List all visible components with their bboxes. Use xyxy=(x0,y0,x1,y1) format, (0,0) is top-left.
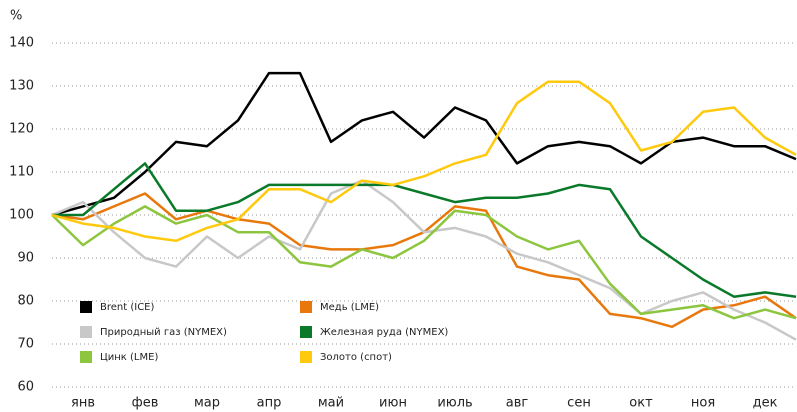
x-tick-label: окт xyxy=(629,396,653,411)
series-line xyxy=(51,205,797,320)
y-tick-label: 140 xyxy=(9,36,34,51)
x-tick-label: авг xyxy=(506,396,529,411)
y-tick-label: 60 xyxy=(17,380,34,395)
x-tick-label: сен xyxy=(567,396,591,411)
x-tick-label: июль xyxy=(437,396,472,411)
x-tick-label: фев xyxy=(132,396,159,411)
y-tick-label: 110 xyxy=(9,165,34,180)
y-tick-label: 100 xyxy=(9,208,34,223)
legend-swatch xyxy=(300,301,312,313)
x-tick-label: апр xyxy=(257,396,282,411)
legend-swatch xyxy=(80,301,92,313)
legend-swatch xyxy=(300,351,312,363)
x-tick-label: июн xyxy=(379,396,407,411)
x-tick-label: мар xyxy=(194,396,220,411)
legend-label: Золото (спот) xyxy=(320,352,392,363)
legend-label: Природный газ (NYMEX) xyxy=(100,327,227,338)
y-tick-label: 80 xyxy=(17,294,34,309)
legend-label: Цинк (LME) xyxy=(100,352,158,363)
legend-label: Медь (LME) xyxy=(320,302,379,313)
series-line xyxy=(51,80,797,243)
legend-label: Brent (ICE) xyxy=(100,302,154,313)
x-tick-label: янв xyxy=(71,396,95,411)
y-axis-label: % xyxy=(10,9,22,24)
series-line xyxy=(52,162,797,298)
x-tick-label: май xyxy=(318,396,344,411)
legend-swatch xyxy=(300,326,312,338)
legend-swatch xyxy=(80,351,92,363)
legend-swatch xyxy=(80,326,92,338)
x-tick-label: дек xyxy=(753,396,778,411)
series-line xyxy=(51,179,797,341)
y-tick-label: 90 xyxy=(17,251,34,266)
y-tick-label: 70 xyxy=(17,337,34,352)
legend-label: Железная руда (NYMEX) xyxy=(320,327,448,338)
x-tick-label: ноя xyxy=(691,396,715,411)
y-tick-label: 130 xyxy=(9,79,34,94)
y-tick-label: 120 xyxy=(9,122,34,137)
